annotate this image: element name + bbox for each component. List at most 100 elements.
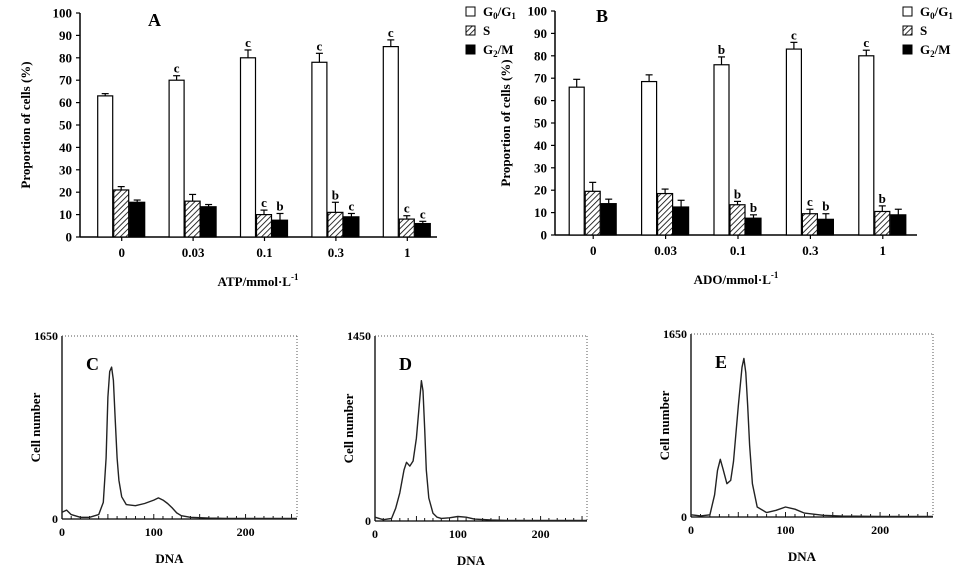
y-tick-label: 0	[52, 512, 58, 526]
legend-swatch	[902, 6, 913, 17]
y-tick-label: 0	[541, 228, 548, 243]
x-axis-label: DNA	[155, 551, 184, 566]
bar	[398, 218, 415, 238]
legend-label: S	[483, 23, 490, 38]
y-tick-label: 1450	[347, 329, 371, 343]
significance-label: b	[332, 187, 339, 202]
significance-label: b	[718, 42, 725, 57]
bar	[97, 95, 114, 238]
bar	[858, 55, 875, 236]
bar	[113, 189, 130, 238]
y-tick-label: 0	[681, 510, 687, 524]
y-tick-label: 1650	[34, 329, 58, 343]
x-tick-label: 0	[372, 527, 378, 541]
panel-label: A	[148, 10, 161, 30]
y-tick-label: 80	[59, 50, 72, 65]
y-tick-label: 90	[59, 28, 72, 43]
significance-label: c	[404, 201, 410, 216]
y-tick-label: 1650	[663, 327, 687, 341]
bar	[168, 79, 185, 238]
x-axis-label: ADO/mmol·L-1	[694, 270, 779, 287]
significance-label: b	[822, 199, 829, 214]
bar	[584, 190, 601, 236]
panel-label: B	[596, 6, 608, 26]
significance-label: c	[807, 194, 813, 209]
significance-label: b	[734, 186, 741, 201]
bar	[568, 86, 585, 236]
bar	[640, 80, 658, 236]
y-tick-label: 60	[59, 95, 72, 110]
bar	[327, 211, 344, 238]
panel-label: D	[399, 354, 412, 374]
histogram-d: 0 100 200 0 1450 Cell number DNA D	[341, 329, 588, 568]
legend-label: G0/G1	[483, 4, 516, 21]
histogram-e: 0 100 200 0 1650 Cell number DNA E	[657, 327, 934, 564]
bar	[672, 206, 690, 236]
bar	[785, 48, 803, 236]
x-tick-label: 100	[145, 525, 163, 539]
y-tick-label: 90	[534, 26, 547, 41]
bar	[129, 201, 146, 238]
significance-label: c	[245, 35, 251, 50]
x-tick-label: 0	[688, 523, 694, 537]
y-tick-label: 0	[365, 514, 371, 528]
significance-label: b	[879, 191, 886, 206]
y-axis-label: Cell number	[28, 392, 43, 462]
histogram-line	[690, 357, 933, 518]
bar	[890, 214, 907, 236]
legend-swatch	[465, 44, 476, 55]
y-tick-label: 70	[59, 73, 72, 88]
y-axis-label: Cell number	[341, 393, 356, 463]
bar	[343, 216, 360, 238]
bar	[817, 218, 835, 236]
y-axis-label: Cell number	[657, 390, 672, 460]
y-tick-label: 0	[66, 230, 73, 245]
legend-label: G2/M	[483, 42, 514, 59]
legend-swatch	[902, 44, 913, 55]
x-tick-label: 100	[449, 527, 467, 541]
significance-label: c	[863, 35, 869, 50]
y-tick-label: 80	[534, 48, 547, 63]
x-tick-label: 0	[59, 525, 65, 539]
bar	[600, 203, 617, 236]
x-tick-label: 0.1	[730, 243, 746, 258]
panel-label: E	[715, 352, 727, 372]
x-tick-label: 0	[590, 243, 597, 258]
x-tick-label: 200	[871, 523, 889, 537]
y-tick-label: 20	[59, 185, 72, 200]
legend-swatch	[465, 25, 476, 36]
significance-label: c	[174, 61, 180, 76]
y-tick-label: 10	[534, 205, 547, 220]
panel-label: C	[86, 354, 99, 374]
significance-label: c	[388, 25, 394, 40]
significance-label: c	[791, 27, 797, 42]
x-tick-label: 0.03	[654, 243, 677, 258]
x-tick-label: 1	[880, 243, 887, 258]
y-tick-label: 50	[534, 116, 547, 131]
bar	[184, 200, 201, 238]
bar	[656, 192, 674, 236]
bar	[729, 204, 746, 236]
significance-label: c	[261, 195, 267, 210]
y-tick-label: 60	[534, 93, 547, 108]
significance-label: c	[349, 198, 355, 213]
y-tick-label: 10	[59, 207, 72, 222]
x-tick-label: 200	[237, 525, 255, 539]
y-tick-label: 100	[528, 4, 548, 19]
legend-label: G0/G1	[920, 4, 953, 21]
legend-swatch	[902, 25, 913, 36]
y-tick-label: 70	[534, 71, 547, 86]
legend-label: G2/M	[920, 42, 951, 59]
significance-label: b	[276, 198, 283, 213]
x-tick-label: 0.1	[256, 245, 272, 260]
histogram-line	[374, 380, 587, 522]
x-axis-label: DNA	[788, 549, 817, 564]
x-tick-label: 0.3	[328, 245, 345, 260]
y-axis-label: Proportion of cells (%)	[498, 59, 513, 186]
bar	[311, 61, 328, 238]
y-tick-label: 40	[534, 138, 547, 153]
x-tick-label: 200	[532, 527, 550, 541]
significance-label: c	[420, 206, 426, 221]
